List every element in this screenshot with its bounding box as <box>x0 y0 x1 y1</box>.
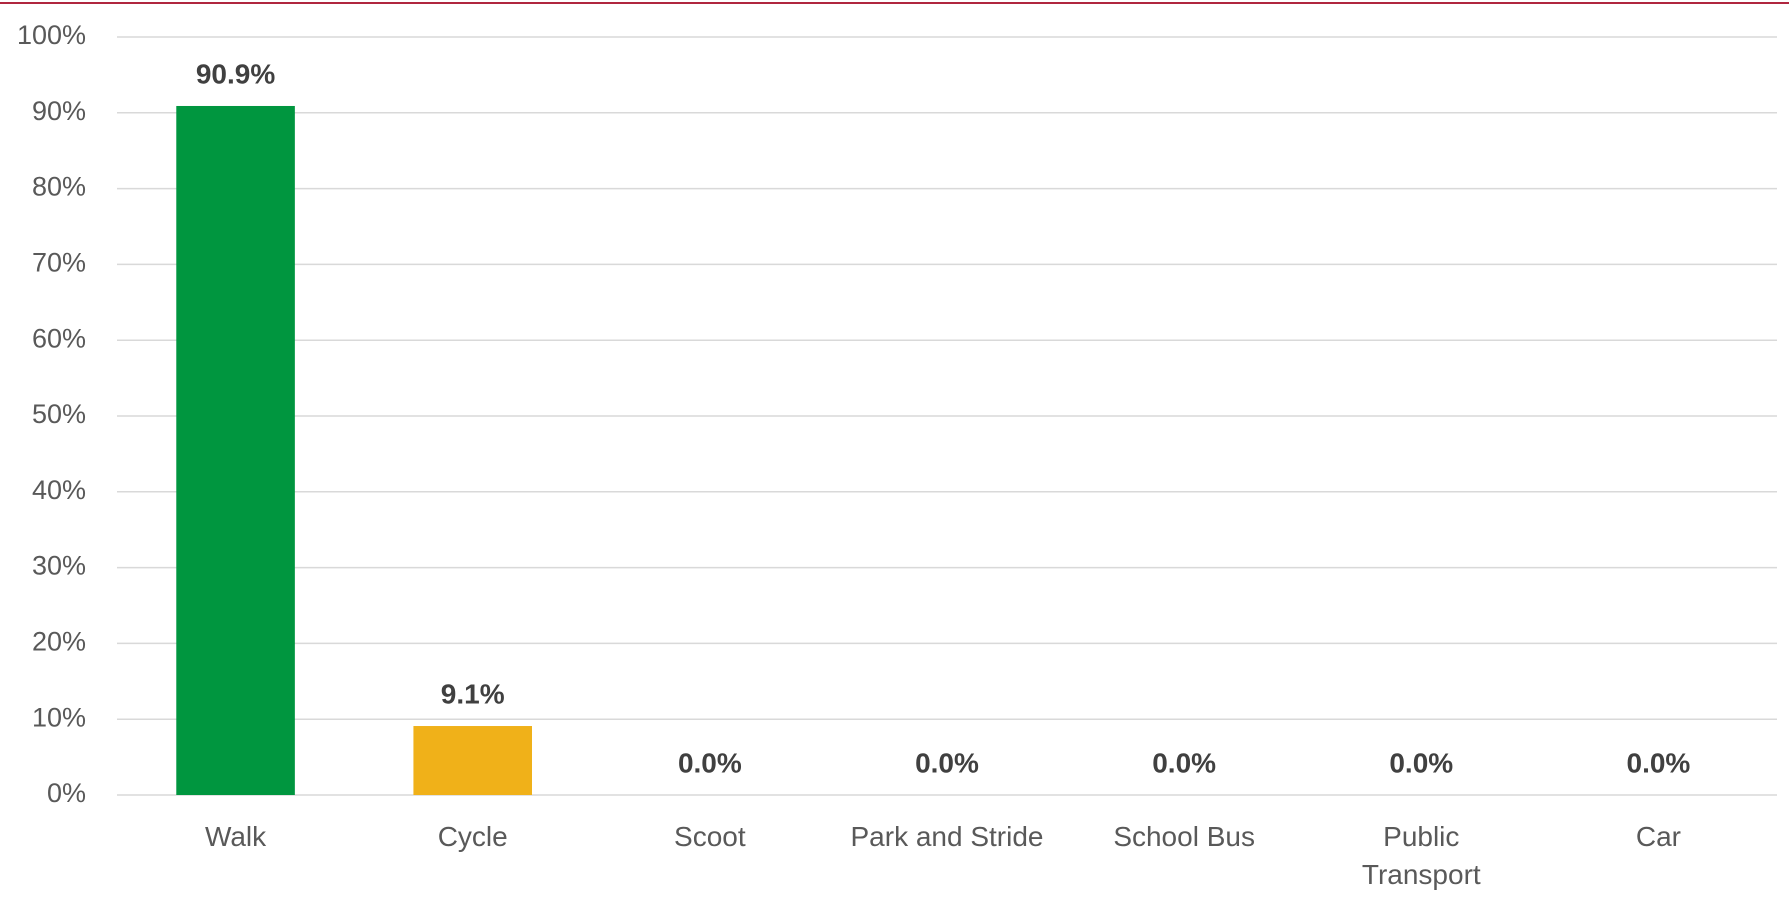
y-tick-label: 30% <box>32 551 86 581</box>
y-tick-label: 50% <box>32 399 86 429</box>
y-tick-label: 90% <box>32 96 86 126</box>
y-tick-label: 70% <box>32 248 86 278</box>
y-tick-label: 20% <box>32 627 86 657</box>
data-label: 0.0% <box>1152 747 1216 778</box>
x-tick-label: Park and Stride <box>850 821 1044 852</box>
y-tick-label: 100% <box>17 20 86 50</box>
x-tick-label: Walk <box>204 821 267 852</box>
data-label: 0.0% <box>915 747 979 778</box>
y-tick-label: 80% <box>32 172 86 202</box>
x-tick-label: School Bus <box>1113 821 1255 852</box>
data-label: 0.0% <box>678 747 742 778</box>
data-label: 0.0% <box>1627 747 1691 778</box>
y-tick-label: 40% <box>32 475 86 505</box>
x-tick-label: Scoot <box>674 821 746 852</box>
data-label: 0.0% <box>1389 747 1453 778</box>
data-label: 9.1% <box>441 678 505 709</box>
data-label: 90.9% <box>196 58 275 89</box>
x-tick-label: Car <box>1635 821 1681 852</box>
y-tick-label: 10% <box>32 702 86 732</box>
x-tick-label: Cycle <box>437 821 508 852</box>
y-tick-label: 0% <box>47 778 86 808</box>
x-tick-label: Public Transport <box>1361 821 1481 890</box>
y-tick-label: 60% <box>32 323 86 353</box>
bar <box>413 726 532 795</box>
bar <box>176 105 295 795</box>
